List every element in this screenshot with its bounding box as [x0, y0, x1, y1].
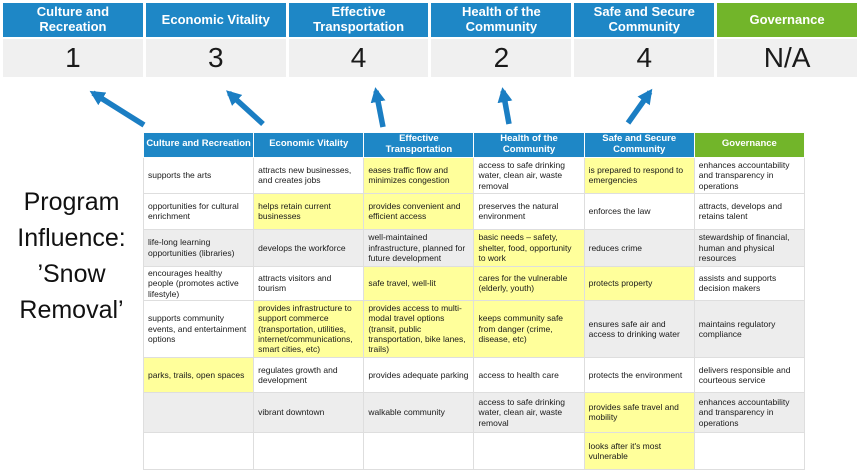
title-line-3: ’Snow [37, 260, 106, 288]
matrix-cell-r1-effective-transportation: eases traffic flow and minimizes congest… [363, 156, 475, 194]
matrix-cell-r2-economic-vitality: helps retain current businesses [253, 192, 365, 230]
matrix-cell-r7-governance: enhances accountability and transparency… [693, 391, 806, 433]
matrix-cell-r5-safe-and-secure-community: ensures safe air and access to drinking … [583, 299, 695, 358]
matrix-cell-r7-safe-and-secure-community: provides safe travel and mobility [583, 391, 695, 433]
matrix-row-1: supports the arts attracts new businesses… [142, 156, 806, 194]
matrix-cell-r1-governance: enhances accountability and transparency… [693, 156, 806, 194]
pillar-header-governance: Governance [717, 3, 857, 37]
matrix-header-economic-vitality: Economic Vitality [253, 132, 365, 158]
pillar-banner: Culture and Recreation Economic Vitality E… [3, 3, 857, 37]
matrix-cell-r6-safe-and-secure-community: protects the environment [583, 356, 695, 393]
pillar-score-culture-and-recreation: 1 [3, 39, 143, 77]
matrix-cell-r4-culture-and-recreation: encourages healthy people (promotes acti… [142, 265, 255, 301]
matrix-cell-r1-health-of-the-community: access to safe drinking water, clean air… [473, 156, 585, 194]
title-line-4: Removal’ [19, 296, 124, 324]
matrix-row-8: looks after it's most vulnerable [142, 431, 806, 470]
matrix-row-2: opportunities for cultural enrichment hel… [142, 192, 806, 230]
influence-arrow-culture-icon [89, 90, 146, 128]
matrix-cell-r6-culture-and-recreation: parks, trails, open spaces [142, 356, 255, 393]
pillar-score-governance: N/A [717, 39, 857, 77]
matrix-cell-r7-health-of-the-community: access to safe drinking water, clean air… [473, 391, 585, 433]
matrix-header-governance: Governance [693, 132, 806, 158]
matrix-cell-r2-culture-and-recreation: opportunities for cultural enrichment [142, 192, 255, 230]
matrix-cell-r1-economic-vitality: attracts new businesses, and creates job… [253, 156, 365, 194]
matrix-cell-r4-effective-transportation: safe travel, well-lit [363, 265, 475, 301]
matrix-cell-r3-economic-vitality: develops the workforce [253, 228, 365, 267]
matrix-cell-r8-culture-and-recreation [142, 431, 255, 470]
arrows-layer [89, 87, 653, 128]
matrix-header-row: Culture and Recreation Economic Vitality E… [142, 132, 806, 158]
matrix-cell-r8-governance [693, 431, 806, 470]
matrix-cell-r2-effective-transportation: provides convenient and efficient access [363, 192, 475, 230]
matrix-header-effective-transportation: Effective Transportation [363, 132, 475, 158]
influence-arrow-safe-icon [625, 88, 653, 125]
matrix-cell-r1-safe-and-secure-community: is prepared to respond to emergencies [583, 156, 695, 194]
matrix-cell-r4-health-of-the-community: cares for the vulnerable (elderly, youth… [473, 265, 585, 301]
matrix-cell-r5-culture-and-recreation: supports community events, and entertain… [142, 299, 255, 358]
matrix-cell-r3-safe-and-secure-community: reduces crime [583, 228, 695, 267]
matrix-cell-r7-economic-vitality: vibrant downtown [253, 391, 365, 433]
matrix-cell-r6-health-of-the-community: access to health care [473, 356, 585, 393]
pillar-score-health-of-the-community: 2 [431, 39, 572, 77]
matrix-cell-r2-governance: attracts, develops and retains talent [693, 192, 806, 230]
matrix-row-3: life-long learning opportunities (librar… [142, 228, 806, 267]
pillar-header-effective-transportation: Effective Transportation [288, 3, 429, 37]
matrix-cell-r8-economic-vitality [253, 431, 365, 470]
matrix-cell-r8-safe-and-secure-community: looks after it's most vulnerable [583, 431, 695, 470]
matrix-cell-r3-culture-and-recreation: life-long learning opportunities (librar… [142, 228, 255, 267]
title-line-2: Influence: [17, 224, 126, 252]
matrix-cell-r8-effective-transportation [363, 431, 475, 470]
matrix-cell-r4-safe-and-secure-community: protects property [583, 265, 695, 301]
matrix-cell-r5-health-of-the-community: keeps community safe from danger (crime,… [473, 299, 585, 358]
influence-arrow-transportation-icon [370, 87, 386, 128]
influence-arrow-health-icon [497, 87, 513, 125]
matrix-cell-r6-economic-vitality: regulates growth and development [253, 356, 365, 393]
matrix-cell-r4-economic-vitality: attracts visitors and tourism [253, 265, 365, 301]
influence-arrow-economic-icon [226, 90, 265, 127]
pillar-score-row: 1 3 4 2 4 N/A [3, 39, 857, 77]
matrix-cell-r3-health-of-the-community: basic needs – safety, shelter, food, opp… [473, 228, 585, 267]
matrix-cell-r5-economic-vitality: provides infrastructure to support comme… [253, 299, 365, 358]
matrix-header-culture-and-recreation: Culture and Recreation [142, 132, 255, 158]
pillar-header-safe-and-secure-community: Safe and Secure Community [574, 3, 715, 37]
influence-matrix: Culture and Recreation Economic Vitality E… [142, 132, 806, 470]
matrix-cell-r3-governance: stewardship of financial, human and phys… [693, 228, 806, 267]
matrix-row-4: encourages healthy people (promotes acti… [142, 265, 806, 301]
title-line-1: Program [23, 188, 120, 216]
matrix-cell-r8-health-of-the-community [473, 431, 585, 470]
pillar-header-health-of-the-community: Health of the Community [431, 3, 572, 37]
pillar-score-economic-vitality: 3 [145, 39, 286, 77]
program-influence-title: Program Influence: ’Snow Removal’ [0, 184, 143, 328]
matrix-cell-r7-culture-and-recreation [142, 391, 255, 433]
matrix-cell-r4-governance: assists and supports decision makers [693, 265, 806, 301]
matrix-cell-r2-safe-and-secure-community: enforces the law [583, 192, 695, 230]
matrix-header-safe-and-secure-community: Safe and Secure Community [583, 132, 695, 158]
matrix-row-6: parks, trails, open spaces regulates grow… [142, 356, 806, 393]
matrix-cell-r6-governance: delivers responsible and courteous servi… [693, 356, 806, 393]
matrix-cell-r6-effective-transportation: provides adequate parking [363, 356, 475, 393]
matrix-cell-r5-governance: maintains regulatory compliance [693, 299, 806, 358]
matrix-row-5: supports community events, and entertain… [142, 299, 806, 358]
pillar-header-culture-and-recreation: Culture and Recreation [3, 3, 143, 37]
pillar-score-safe-and-secure-community: 4 [574, 39, 715, 77]
matrix-row-7: vibrant downtown walkable community access… [142, 391, 806, 433]
matrix-cell-r3-effective-transportation: well-maintained infrastructure, planned … [363, 228, 475, 267]
matrix-cell-r2-health-of-the-community: preserves the natural environment [473, 192, 585, 230]
matrix-header-health-of-the-community: Health of the Community [473, 132, 585, 158]
matrix-cell-r1-culture-and-recreation: supports the arts [142, 156, 255, 194]
matrix-cell-r7-effective-transportation: walkable community [363, 391, 475, 433]
matrix-cell-r5-effective-transportation: provides access to multi-modal travel op… [363, 299, 475, 358]
pillar-score-effective-transportation: 4 [288, 39, 429, 77]
pillar-header-economic-vitality: Economic Vitality [145, 3, 286, 37]
